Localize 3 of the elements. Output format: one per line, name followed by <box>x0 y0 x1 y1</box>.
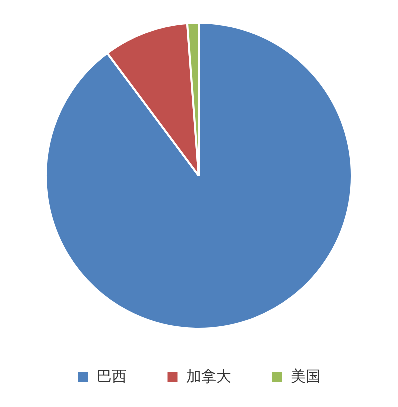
legend-label: 美国 <box>290 367 321 386</box>
legend-label: 巴西 <box>96 367 127 386</box>
legend-label: 加拿大 <box>186 367 232 386</box>
